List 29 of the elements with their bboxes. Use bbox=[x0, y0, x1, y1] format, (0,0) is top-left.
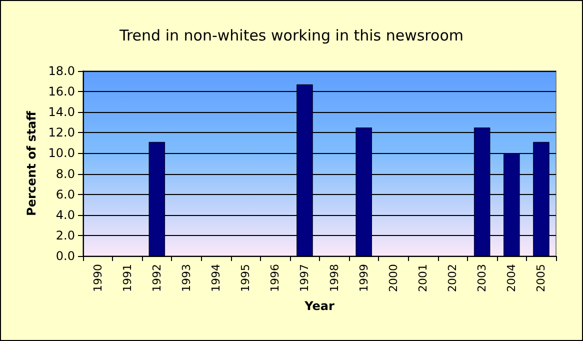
y-tick-label: 4.0 bbox=[56, 208, 75, 222]
y-tick-label: 8.0 bbox=[56, 166, 75, 181]
y-axis-title: Percent of staff bbox=[24, 110, 38, 216]
x-tick-label: 2004 bbox=[505, 264, 518, 292]
x-tick-label: 2002 bbox=[446, 264, 460, 292]
x-tick-label: 1992 bbox=[150, 264, 164, 292]
x-tick-label: 1995 bbox=[239, 264, 252, 292]
x-tick-label: 1996 bbox=[268, 264, 282, 292]
x-tick-label: 2005 bbox=[534, 264, 548, 292]
y-tick-label: 6.0 bbox=[56, 187, 75, 202]
y-tick-label: 10.0 bbox=[48, 146, 75, 160]
y-tick-label: 18.0 bbox=[48, 64, 75, 78]
x-tick-label: 1990 bbox=[91, 264, 104, 292]
y-tick-label: 16.0 bbox=[48, 84, 75, 99]
x-tick-label: 1999 bbox=[357, 264, 370, 292]
x-tick-label: 1993 bbox=[180, 264, 193, 292]
y-tick-label: 0.0 bbox=[56, 249, 75, 263]
x-axis-title: Year bbox=[304, 298, 334, 313]
x-tick-label: 1998 bbox=[328, 264, 341, 292]
y-tick-label: 12.0 bbox=[48, 126, 75, 140]
x-tick-label: 2001 bbox=[416, 264, 430, 292]
x-tick-label: 2000 bbox=[386, 264, 400, 292]
chart-title: Trend in non-whites working in this newsroom bbox=[118, 26, 464, 44]
x-tick-label: 1997 bbox=[298, 264, 312, 292]
x-tick-label: 1991 bbox=[120, 264, 134, 292]
x-tick-label: 1994 bbox=[210, 264, 223, 292]
y-tick-label: 14.0 bbox=[48, 105, 75, 120]
y-tick-label: 2.0 bbox=[56, 228, 75, 242]
x-tick-label: 2003 bbox=[476, 264, 489, 292]
